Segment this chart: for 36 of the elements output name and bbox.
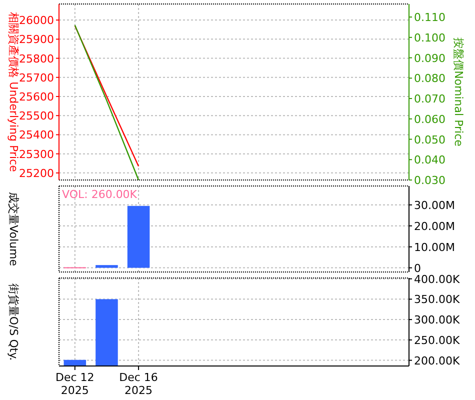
y2-tick-label: 0.040 [414,154,446,167]
y2-tick-label: 0.080 [414,72,446,86]
y-tick-label: 20.00M [414,220,455,233]
y-tick-label: 25700 [19,71,54,84]
y2-tick-label: 0.060 [414,112,446,126]
y-tick-label: 250.00K [414,334,460,347]
y-tick-label: 25500 [19,110,54,123]
y-axis-title: 相關資產價格 Underlying Price [7,12,20,172]
y-tick-label: 0 [414,262,421,275]
y2-tick-label: 0.110 [414,11,446,24]
y-tick-label: 25200 [19,166,54,180]
y-tick-label: 25900 [19,33,54,46]
y-tick-label: 10.00M [414,240,455,254]
x-tick-label: Dec 16 2025 [119,371,158,397]
y2-tick-label: 0.070 [414,92,446,106]
y-tick-label: 200.00K [414,354,460,368]
y2-tick-label: 0.100 [414,31,446,44]
y-axis-title: 街貨量O/S Qty. [7,283,20,361]
y2-axis-title: 按盤價Nominal Price [452,38,465,147]
y-tick-label: 350.00K [414,293,460,306]
y-tick-label: 25600 [19,90,54,104]
y-tick-label: 25400 [19,128,54,142]
annotation: VOL: 260.00K [62,188,138,201]
y-tick-label: 25300 [19,148,54,161]
y-tick-label: 26000 [19,14,54,28]
y-tick-label: 25800 [19,52,54,66]
y2-tick-label: 0.090 [414,52,446,65]
y2-tick-label: 0.050 [414,133,446,146]
bar [127,206,150,268]
y-axis-title: 成交量Volume [7,192,20,266]
y-tick-label: 30.00M [414,198,455,212]
y-tick-label: 300.00K [414,314,460,327]
bar [96,265,118,268]
y-tick-label: 400.00K [414,272,460,286]
x-tick-label: Dec 12 2025 [56,371,94,397]
y2-tick-label: 0.030 [414,174,446,187]
